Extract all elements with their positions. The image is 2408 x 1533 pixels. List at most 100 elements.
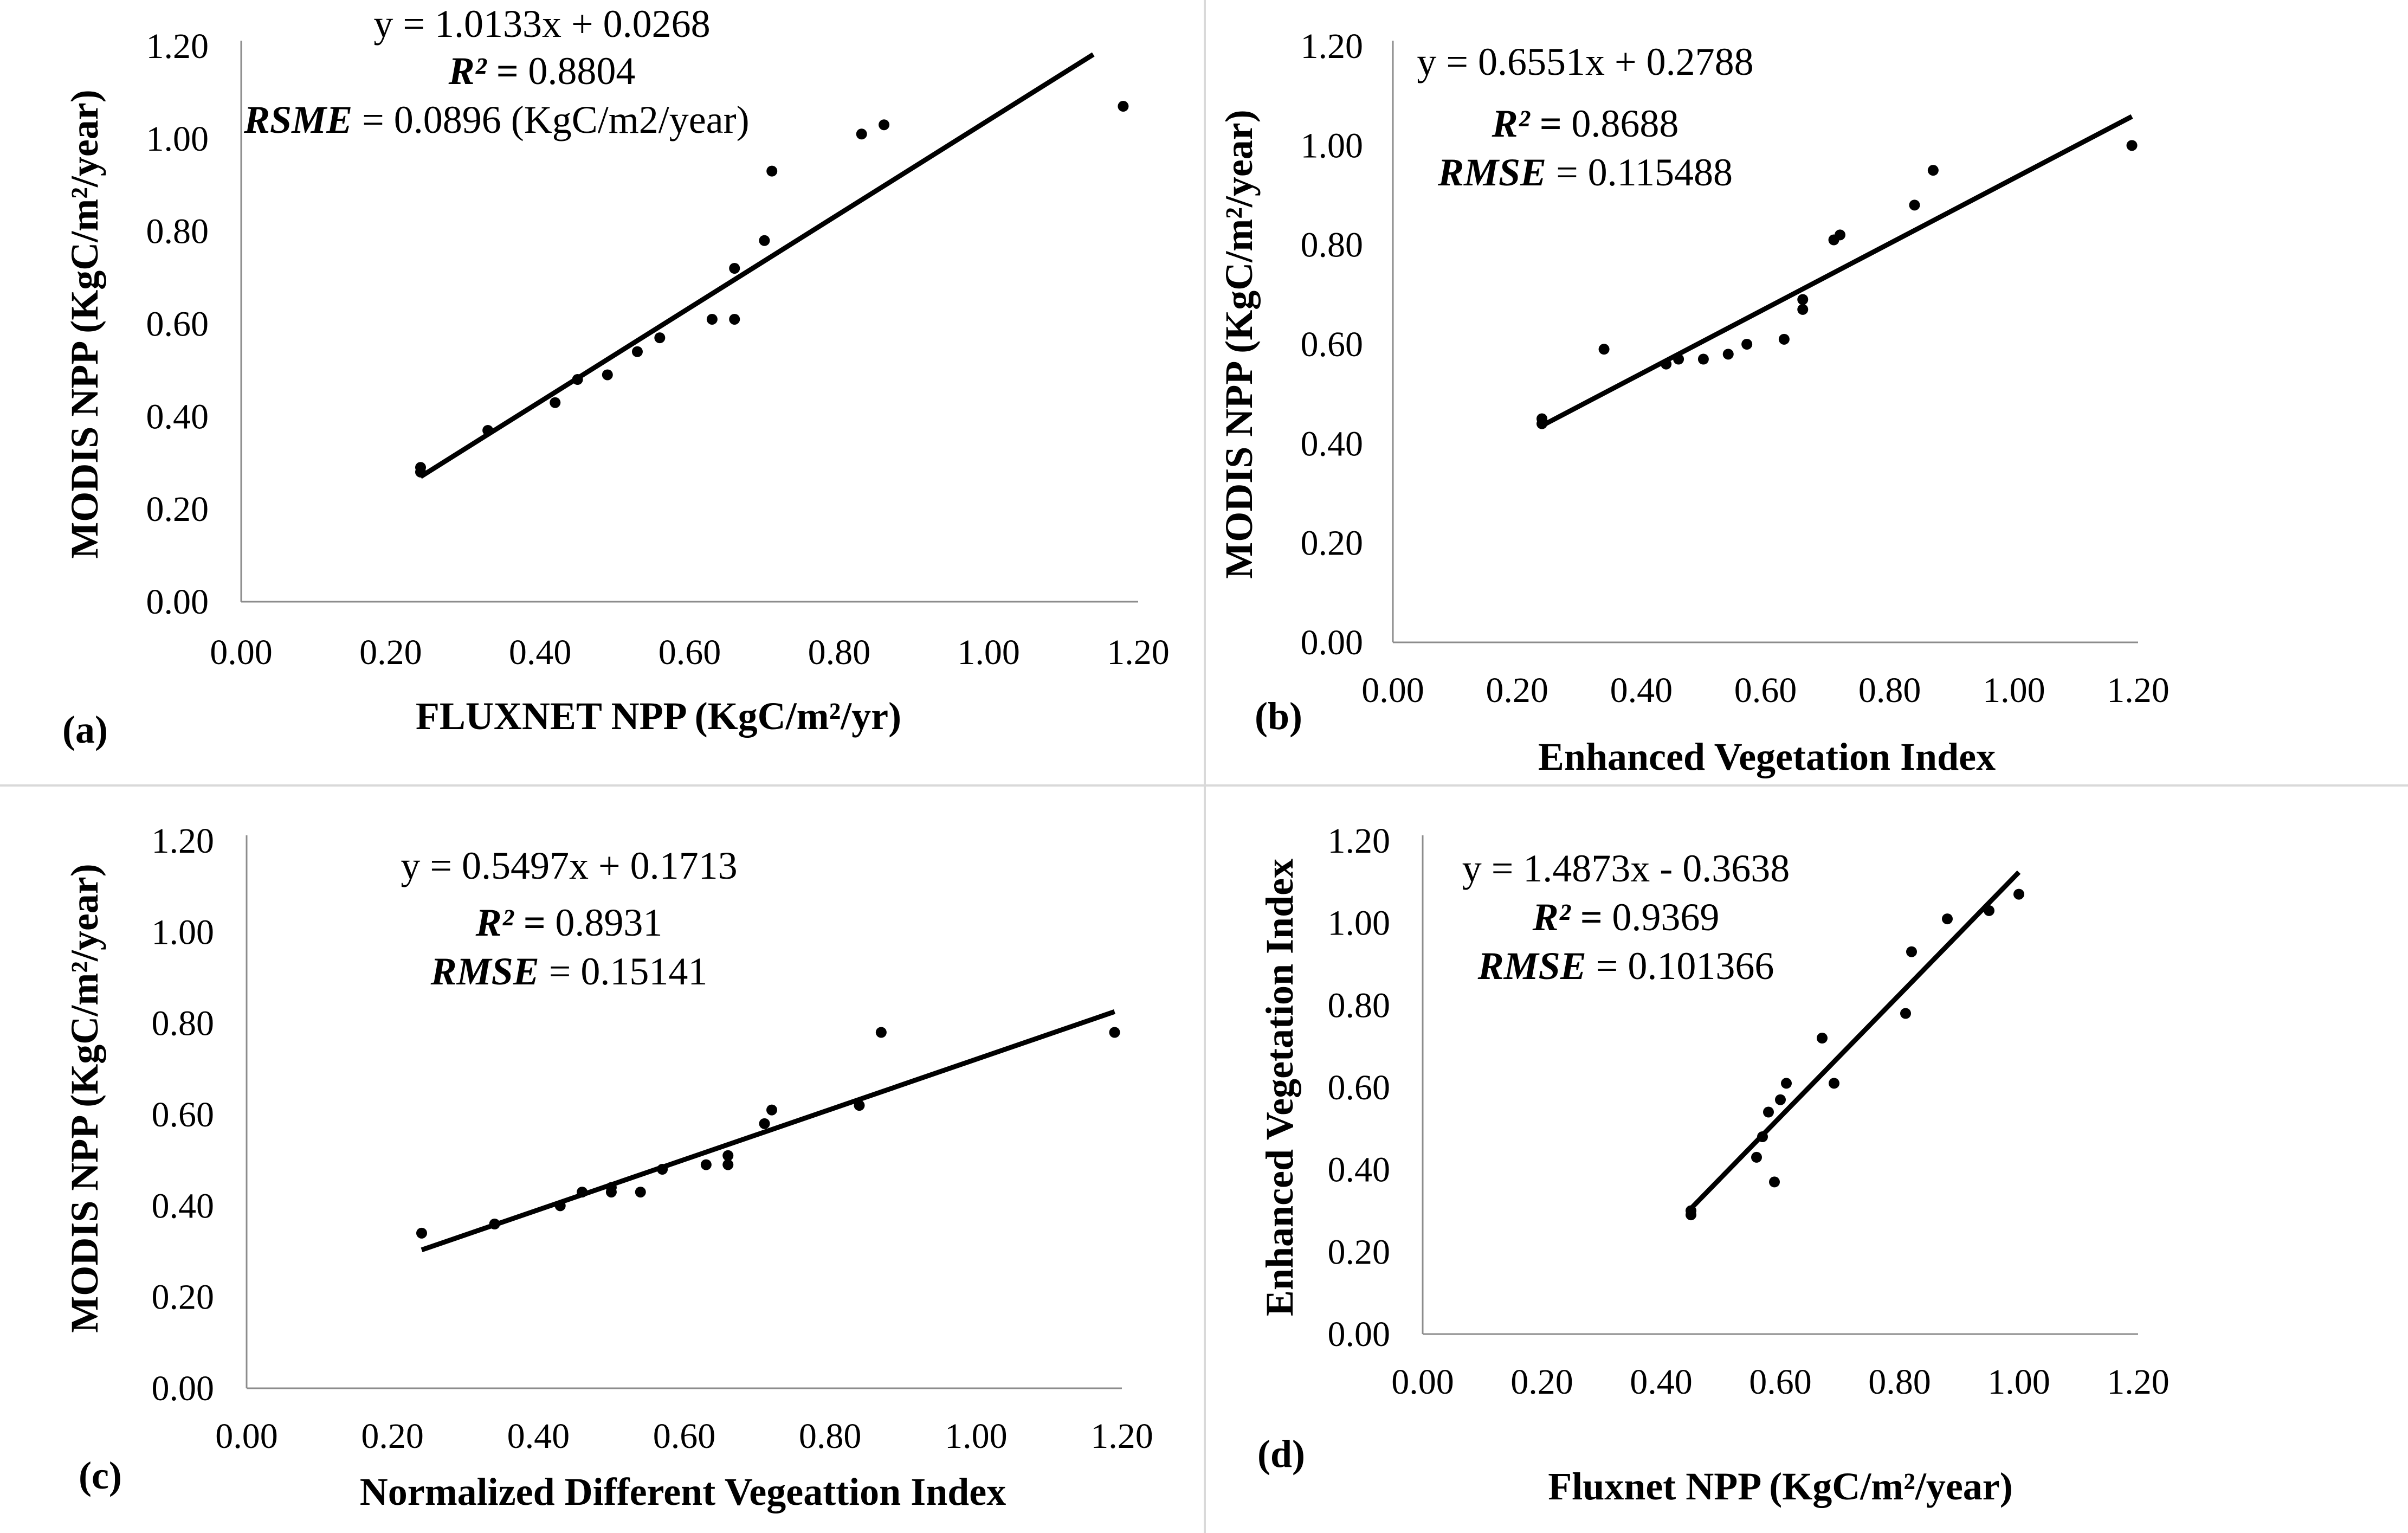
- data-point: [1775, 1094, 1786, 1105]
- data-point: [1118, 101, 1129, 112]
- annotation-italic-part: R² =: [1532, 896, 1612, 939]
- data-point: [554, 1200, 566, 1212]
- x-tick-label: 0.20: [1510, 1362, 1573, 1402]
- data-point: [654, 332, 666, 344]
- data-point: [635, 1187, 646, 1198]
- y-tick-label: 0.40: [1301, 424, 1364, 463]
- data-point: [550, 397, 561, 408]
- y-axis-title: MODIS NPP (KgC/m²/year): [1217, 110, 1261, 578]
- trendline: [419, 52, 1095, 479]
- data-point: [1835, 229, 1845, 241]
- panel-label: (a): [62, 708, 108, 751]
- data-point: [1661, 358, 1672, 370]
- chart-c: 0.00 0.20 0.40 0.60 0.80 1.00 1.20 0.00 0.20 0.40…: [63, 821, 1153, 1513]
- x-tick-label: 0.00: [1361, 671, 1424, 710]
- annotation-text: 0.8804: [528, 49, 635, 93]
- data-point: [875, 1027, 887, 1038]
- data-point: [1797, 294, 1809, 305]
- x-tick-label: 0.80: [808, 633, 871, 672]
- regression-annotation: R² = 0.8931: [475, 901, 663, 944]
- x-tick-label: 0.20: [1486, 671, 1548, 710]
- data-point: [729, 313, 740, 325]
- data-point: [1109, 1027, 1120, 1038]
- regression-annotation: y = 1.4873x - 0.3638: [1462, 847, 1790, 890]
- data-point: [1817, 1033, 1828, 1044]
- panel-label: (d): [1257, 1432, 1305, 1476]
- annotation-text: = 0.0896 (KgC/m2/year): [352, 98, 749, 141]
- data-point: [482, 424, 494, 436]
- data-point: [1686, 1205, 1696, 1216]
- x-tick-label: 1.20: [2107, 671, 2170, 710]
- data-point: [1906, 946, 1917, 957]
- y-tick-label: 0.20: [146, 489, 209, 529]
- data-point: [577, 1187, 588, 1198]
- x-tick-label: 1.00: [1987, 1362, 2050, 1402]
- x-tick-label: 1.00: [1983, 671, 2045, 710]
- annotation-text: y = 1.4873x - 0.3638: [1462, 847, 1790, 890]
- data-point: [602, 369, 613, 381]
- y-axis-title: Enhanced Vegetation Index: [1258, 859, 1301, 1316]
- data-point: [1673, 353, 1684, 365]
- data-point: [631, 346, 643, 357]
- trendline: [1689, 870, 2021, 1210]
- data-point: [1829, 1078, 1839, 1089]
- x-axis-title: Fluxnet NPP (KgC/m²/year): [1548, 1465, 2012, 1508]
- regression-annotation: RSME = 0.0896 (KgC/m2/year): [243, 98, 750, 141]
- data-point: [416, 1227, 427, 1239]
- regression-annotation: R² = 0.8804: [448, 49, 636, 93]
- y-tick-label: 0.00: [152, 1369, 215, 1408]
- x-tick-label: 1.00: [945, 1416, 1008, 1456]
- data-point: [1781, 1078, 1792, 1089]
- y-tick-label: 0.60: [146, 305, 209, 344]
- data-point: [1927, 165, 1939, 176]
- y-tick-label: 0.00: [1328, 1315, 1391, 1354]
- data-point: [1757, 1131, 1768, 1142]
- x-tick-label: 1.20: [1107, 633, 1170, 672]
- y-tick-label: 1.00: [146, 119, 209, 159]
- y-tick-label: 1.20: [146, 27, 209, 66]
- data-point: [2126, 140, 2138, 151]
- data-point: [766, 1104, 777, 1116]
- y-tick-label: 1.20: [1301, 27, 1364, 66]
- annotation-text: y = 1.0133x + 0.0268: [373, 2, 710, 46]
- data-point: [879, 119, 890, 131]
- annotation-italic-part: R² =: [475, 901, 556, 944]
- regression-annotation: RMSE = 0.115488: [1437, 151, 1733, 194]
- regression-annotation: y = 1.0133x + 0.0268: [373, 2, 710, 46]
- x-tick-label: 0.80: [1858, 671, 1921, 710]
- y-tick-label: 1.00: [1301, 126, 1364, 165]
- vertical-divider: [1204, 0, 1206, 1533]
- x-axis-title: Normalized Different Vegeattion Index: [360, 1470, 1006, 1513]
- data-point: [1900, 1008, 1911, 1019]
- y-tick-label: 1.00: [1328, 904, 1391, 943]
- x-tick-label: 0.60: [653, 1416, 716, 1456]
- x-tick-label: 0.40: [509, 633, 572, 672]
- annotation-italic-part: R² =: [1492, 102, 1572, 145]
- data-point: [1751, 1151, 1762, 1163]
- regression-annotation: RMSE = 0.15141: [430, 950, 708, 993]
- x-tick-label: 1.00: [957, 633, 1020, 672]
- y-tick-label: 1.20: [1328, 821, 1391, 861]
- data-point: [722, 1159, 734, 1170]
- y-axis-title: MODIS NPP (KgC/m²/year): [63, 864, 106, 1332]
- data-point: [1984, 905, 1994, 916]
- horizontal-divider: [0, 784, 2408, 787]
- regression-annotation: R² = 0.9369: [1532, 896, 1720, 939]
- x-tick-label: 0.20: [359, 633, 422, 672]
- data-point: [1778, 333, 1790, 345]
- x-tick-label: 0.00: [210, 633, 273, 672]
- x-tick-label: 0.40: [1630, 1362, 1693, 1402]
- y-tick-label: 0.80: [1301, 226, 1364, 265]
- annotation-text: y = 0.5497x + 0.1713: [401, 844, 737, 887]
- panel-label: (b): [1255, 694, 1302, 738]
- data-point: [1537, 413, 1547, 424]
- y-tick-label: 0.80: [152, 1004, 215, 1044]
- y-tick-label: 1.00: [152, 912, 215, 952]
- annotation-italic-part: RMSE: [1477, 944, 1586, 988]
- data-point: [1763, 1106, 1774, 1118]
- annotation-text: y = 0.6551x + 0.2788: [1417, 40, 1753, 83]
- data-point: [657, 1164, 668, 1175]
- y-tick-label: 0.60: [1328, 1068, 1391, 1107]
- data-point: [1697, 353, 1709, 365]
